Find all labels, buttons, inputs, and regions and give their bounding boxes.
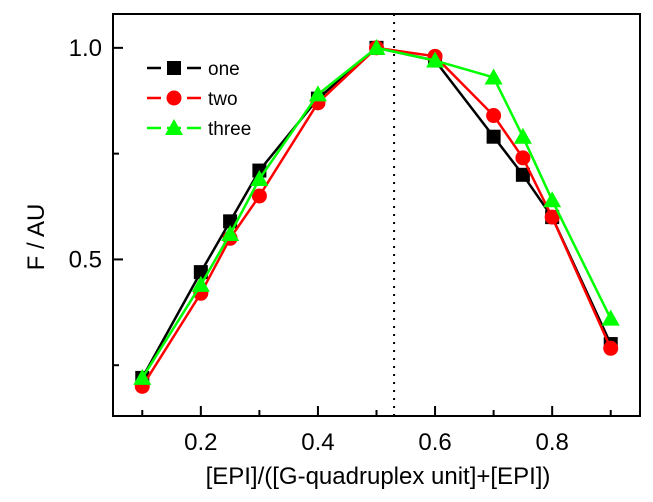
- series-three: [133, 38, 620, 385]
- data-point-three: [367, 38, 386, 55]
- data-point-two: [486, 108, 502, 124]
- legend-item-two: two: [147, 89, 238, 110]
- x-axis-title: [EPI]/([G-quadruplex unit]+[EPI]): [206, 463, 551, 490]
- data-point-one: [193, 265, 208, 280]
- data-point-three: [426, 51, 445, 68]
- data-point-three: [250, 170, 269, 187]
- data-point-three: [513, 127, 532, 144]
- data-point-three: [601, 309, 620, 326]
- data-point-three: [543, 191, 562, 208]
- data-point-three: [191, 275, 210, 292]
- x-tick-label: 0.2: [184, 429, 217, 456]
- data-point-three: [221, 225, 240, 242]
- legend-item-three: three: [147, 119, 251, 140]
- legend-label: three: [208, 119, 251, 140]
- legend-item-one: one: [147, 59, 240, 80]
- plot-frame: [112, 13, 641, 417]
- data-point-two: [603, 340, 619, 356]
- legend-label: one: [208, 59, 240, 80]
- y-tick-label: 1.0: [69, 35, 102, 62]
- data-point-two: [544, 209, 560, 225]
- legend-label: two: [208, 89, 238, 110]
- data-point-three: [484, 68, 503, 85]
- legend-marker: [166, 90, 182, 106]
- legend-marker: [167, 61, 181, 75]
- x-tick-label: 0.4: [301, 429, 334, 456]
- y-tick-label: 0.5: [69, 246, 102, 273]
- y-axis: 0.5 1.0: [69, 35, 123, 367]
- x-tick-label: 0.8: [535, 429, 568, 456]
- data-point-one: [515, 167, 530, 182]
- x-tick-label: 0.6: [418, 429, 451, 456]
- data-point-two: [515, 150, 531, 166]
- x-axis: 0.2 0.4 0.6 0.8: [141, 406, 612, 456]
- data-point-three: [133, 368, 152, 385]
- y-axis-title: F / AU: [23, 204, 50, 271]
- data-point-one: [486, 129, 501, 144]
- data-point-two: [251, 188, 267, 204]
- data-point-three: [308, 85, 327, 102]
- legend-marker: [165, 119, 183, 135]
- legend: one two three: [147, 59, 251, 140]
- series-layer: [133, 38, 620, 394]
